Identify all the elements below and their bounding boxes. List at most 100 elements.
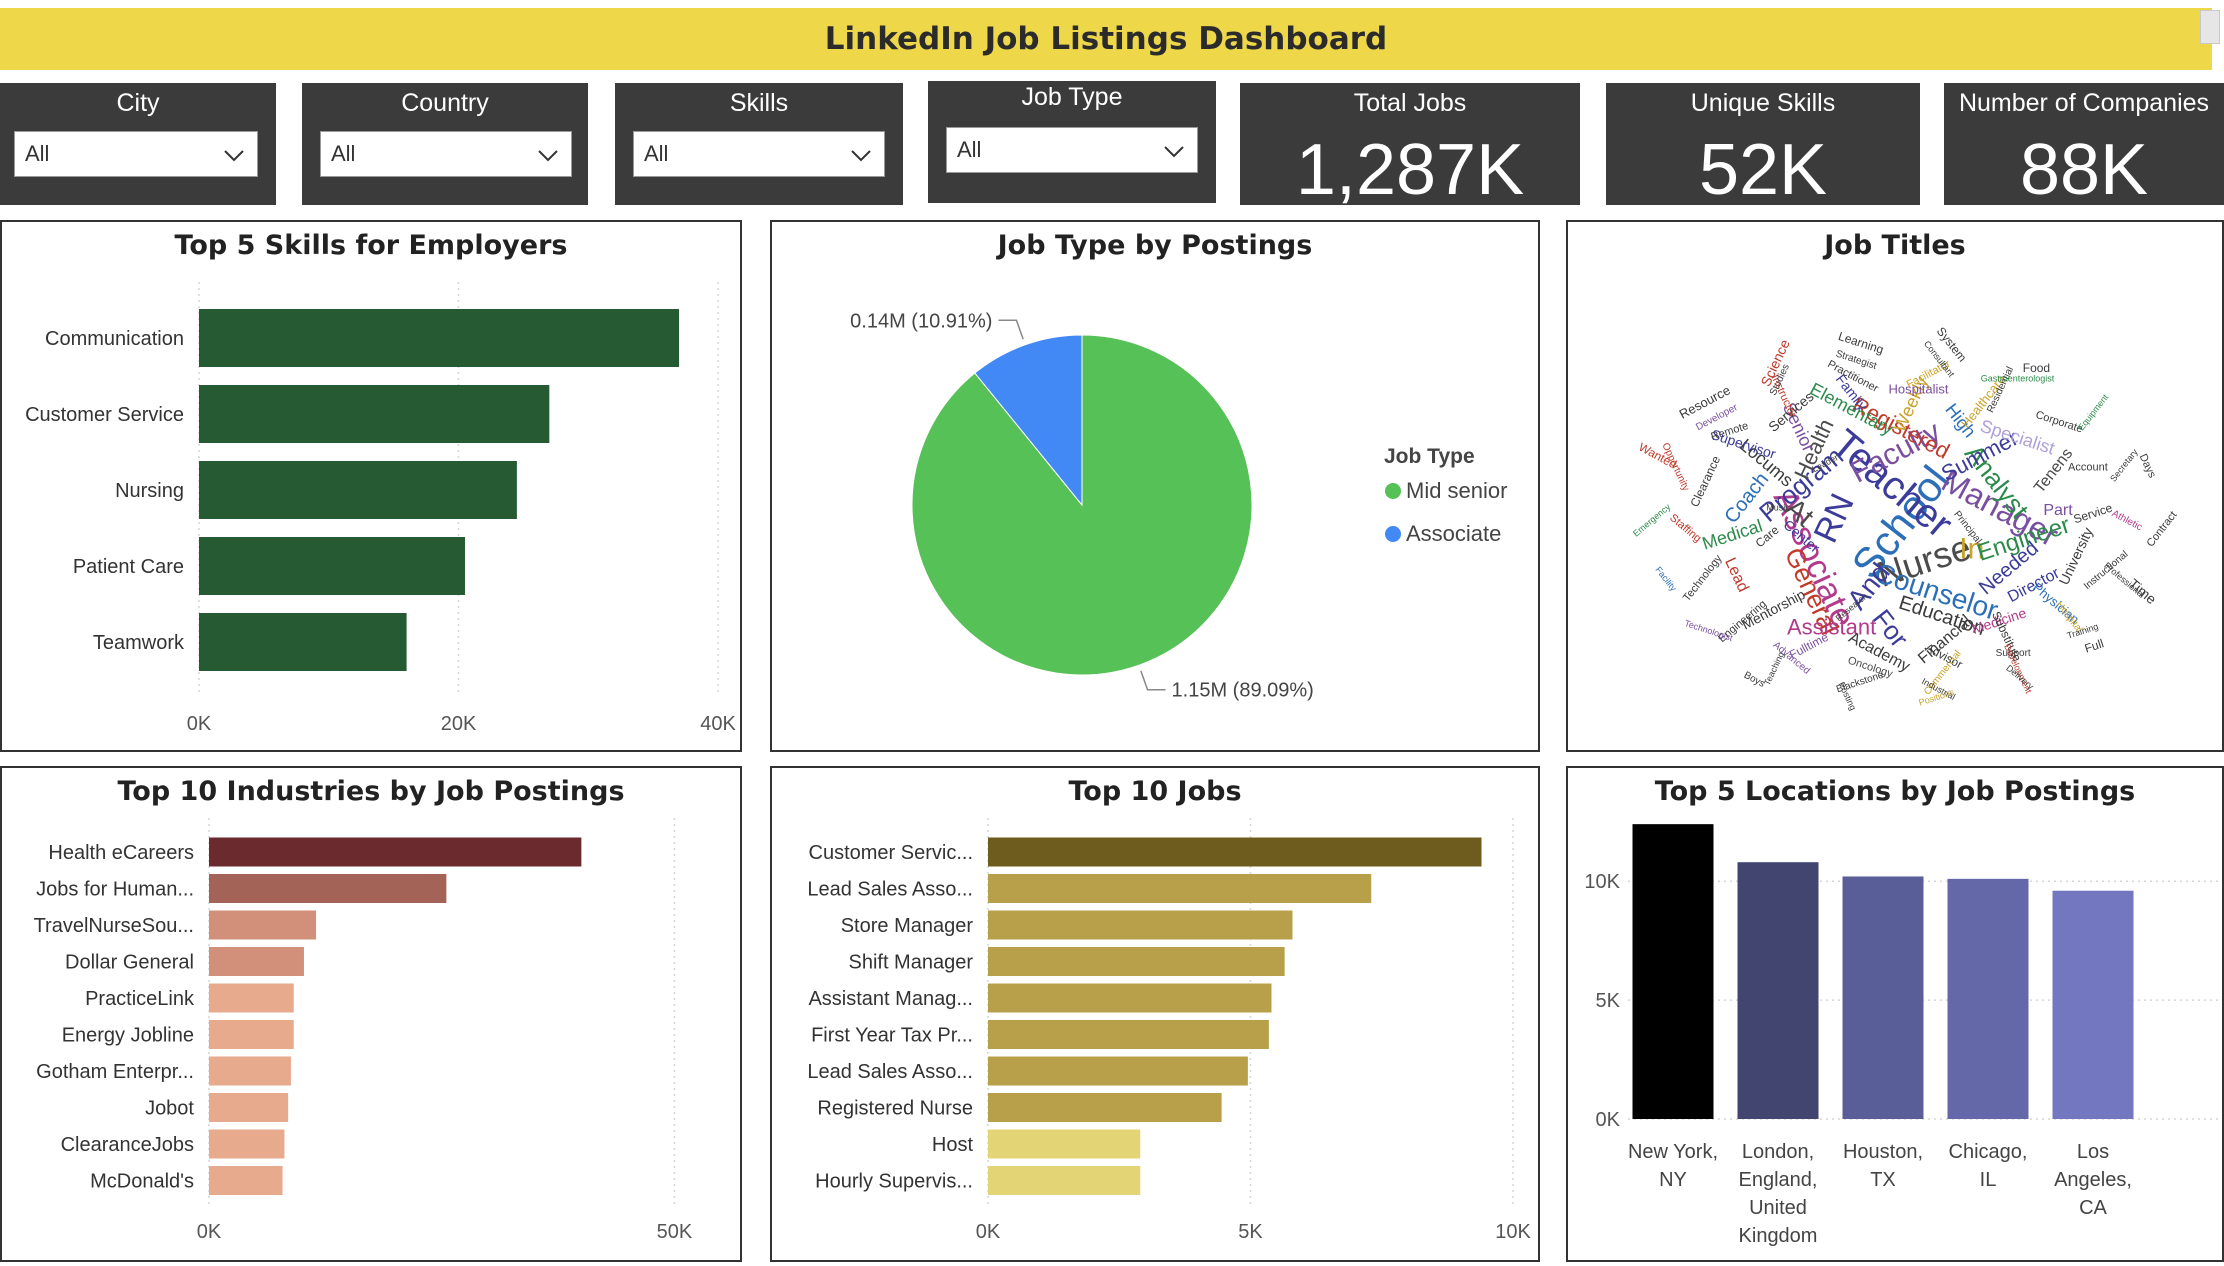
category-label: Gotham Enterpr...: [36, 1061, 194, 1083]
panel-top-industries: Top 10 Industries by Job Postings 0K 50K H…: [0, 766, 742, 1262]
job-type-pie-chart: 1.15M (89.09%) 0.14M (10.91%) Job Type Mid …: [850, 310, 1507, 702]
filter-city: City All: [0, 83, 276, 205]
word-cloud-term: Time: [2126, 575, 2160, 607]
category-label: TX: [1870, 1169, 1896, 1191]
country-dropdown[interactable]: All: [320, 131, 572, 177]
category-label: Teamwork: [93, 632, 185, 654]
filter-skills: Skills All: [615, 83, 903, 205]
word-cloud-term: Contract: [2144, 509, 2179, 549]
bar: [199, 461, 517, 519]
bar: [209, 874, 447, 903]
skills-dropdown-value: All: [644, 141, 669, 166]
panel-top-jobs: Top 10 Jobs 0K 5K 10K Customer Servic... Lea…: [770, 766, 1540, 1262]
bar: [199, 309, 680, 367]
y-tick-label: 0K: [1596, 1109, 1621, 1131]
bar: [988, 1020, 1269, 1049]
leader-line: [1140, 670, 1166, 691]
bar: [199, 385, 550, 443]
word-cloud-term: Full: [2083, 636, 2106, 655]
category-label: Houston,: [1843, 1141, 1923, 1163]
category-label: IL: [1980, 1169, 1997, 1191]
kpi-number-of-companies-label: Number of Companies: [1958, 89, 2210, 117]
word-cloud-term: Secretary: [2108, 447, 2140, 484]
legend-marker: [1385, 526, 1401, 542]
word-cloud-term: Technology: [1681, 552, 1725, 604]
category-label: Customer Servic...: [809, 842, 973, 864]
bar: [1632, 824, 1714, 1119]
city-dropdown[interactable]: All: [14, 131, 258, 177]
category-label: England,: [1739, 1169, 1818, 1191]
bar: [199, 613, 407, 671]
chevron-down-icon: [851, 150, 871, 162]
category-label: Lead Sales Asso...: [807, 879, 973, 901]
chevron-down-icon: [1164, 146, 1184, 158]
category-label: TravelNurseSou...: [34, 915, 194, 937]
category-label: Los: [2077, 1141, 2109, 1163]
category-label: Energy Jobline: [62, 1025, 194, 1047]
bar: [209, 1056, 291, 1086]
bar: [988, 874, 1372, 903]
word-cloud-term: Assistant: [1787, 615, 1876, 640]
pie-slice: [911, 334, 1253, 676]
category-label: ClearanceJobs: [61, 1134, 194, 1156]
x-tick-label: 5K: [1238, 1221, 1263, 1243]
category-label: Host: [932, 1134, 974, 1156]
filter-country-label: Country: [401, 89, 489, 117]
word-cloud-term: Wanted: [1636, 440, 1679, 472]
category-label: CA: [2079, 1197, 2107, 1219]
word-cloud-term: In: [1959, 532, 1984, 565]
bar: [209, 910, 317, 940]
x-tick-label: 0K: [976, 1221, 1001, 1243]
category-label: Registered Nurse: [817, 1098, 973, 1120]
bar: [209, 1093, 289, 1122]
category-label: Angeles,: [2054, 1169, 2132, 1191]
kpi-unique-skills: Unique Skills 52K: [1606, 83, 1920, 210]
pie-slice: [974, 334, 1083, 507]
word-cloud-term: Emergency: [1631, 501, 1673, 538]
bar: [988, 1093, 1222, 1122]
word-cloud-term: Days: [2137, 452, 2159, 480]
category-label: NY: [1659, 1169, 1687, 1191]
category-label: Health eCareers: [48, 842, 194, 864]
category-label: Lead Sales Asso...: [807, 1061, 973, 1083]
x-tick-label: 50K: [657, 1221, 693, 1243]
category-label: PracticeLink: [85, 988, 195, 1010]
bar: [988, 910, 1293, 940]
word-cloud-term: Music: [1766, 502, 1790, 512]
bar: [209, 1166, 283, 1195]
category-label: London,: [1742, 1141, 1814, 1163]
bar: [199, 537, 465, 595]
job-type-dropdown[interactable]: All: [946, 127, 1198, 173]
legend-title: Job Type: [1384, 445, 1475, 468]
chevron-down-icon: [224, 150, 244, 162]
skills-dropdown[interactable]: All: [633, 131, 885, 177]
data-label: 1.15M (89.09%): [1172, 680, 1314, 702]
category-label: Jobs for Human...: [36, 879, 194, 901]
y-tick-label: 5K: [1596, 990, 1621, 1012]
bar: [209, 837, 582, 867]
panel-job-titles: Job Titles School Teacher Nurse Associate Ma…: [1566, 220, 2224, 752]
industries-bar-chart: 0K 50K Health eCareers Jobs for Human... Tra…: [34, 818, 693, 1243]
scroll-handle[interactable]: [2200, 10, 2220, 44]
word-cloud-term: Equipment: [2076, 392, 2111, 432]
category-label: Jobot: [145, 1098, 194, 1120]
category-label: New York,: [1628, 1141, 1718, 1163]
word-cloud-term: Service: [2072, 501, 2115, 527]
kpi-unique-skills-label: Unique Skills: [1690, 89, 1836, 117]
filter-job-type-label: Job Type: [1021, 83, 1123, 111]
category-label: Kingdom: [1739, 1225, 1818, 1247]
job-type-dropdown-value: All: [957, 137, 982, 162]
category-label: Dollar General: [65, 952, 194, 974]
bar: [1842, 876, 1924, 1119]
kpi-unique-skills-value: 52K: [1698, 130, 1828, 210]
legend-marker: [1385, 483, 1401, 499]
data-label: 0.14M (10.91%): [850, 310, 992, 332]
x-tick-label: 20K: [441, 713, 477, 735]
jobs-bar-chart: 0K 5K 10K Customer Servic... Lead Sales Asso…: [807, 818, 1531, 1243]
filter-country: Country All: [302, 83, 588, 205]
category-label: Nursing: [115, 480, 184, 502]
bar: [988, 837, 1482, 867]
chevron-down-icon: [538, 150, 558, 162]
category-label: Store Manager: [841, 915, 974, 937]
